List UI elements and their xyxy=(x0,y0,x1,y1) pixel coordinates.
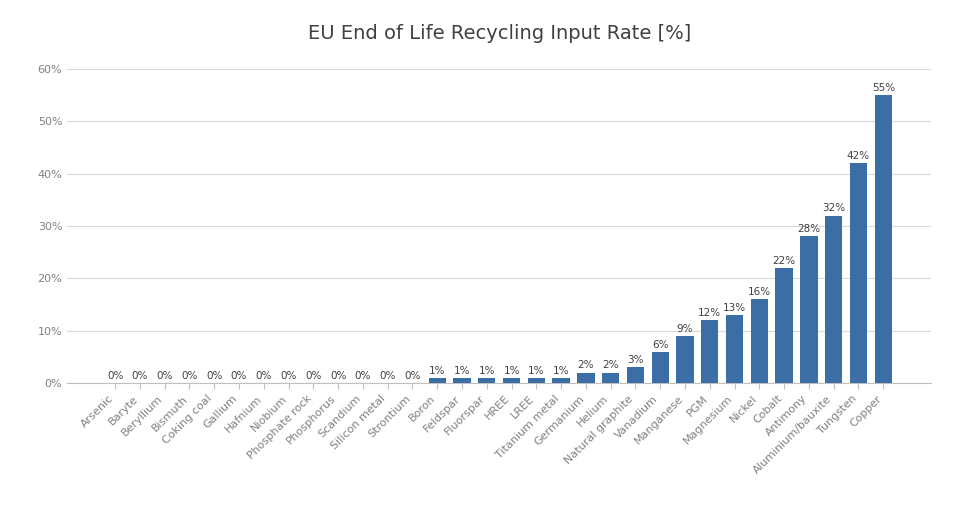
Bar xyxy=(627,367,644,383)
Text: 0%: 0% xyxy=(156,371,173,381)
Bar xyxy=(701,320,718,383)
Bar xyxy=(503,378,520,383)
Bar xyxy=(825,215,842,383)
Bar xyxy=(801,236,818,383)
Bar xyxy=(552,378,570,383)
Text: 42%: 42% xyxy=(847,151,870,161)
Text: 0%: 0% xyxy=(107,371,123,381)
Text: 0%: 0% xyxy=(404,371,420,381)
Text: 55%: 55% xyxy=(872,83,895,93)
Text: 22%: 22% xyxy=(773,256,796,266)
Text: 2%: 2% xyxy=(578,361,594,370)
Text: 16%: 16% xyxy=(748,287,771,297)
Text: 1%: 1% xyxy=(454,365,470,376)
Bar xyxy=(875,95,892,383)
Text: 0%: 0% xyxy=(280,371,297,381)
Bar xyxy=(602,372,619,383)
Bar xyxy=(528,378,545,383)
Text: 13%: 13% xyxy=(723,303,746,313)
Text: 28%: 28% xyxy=(798,225,821,235)
Bar xyxy=(428,378,446,383)
Bar xyxy=(478,378,495,383)
Text: 9%: 9% xyxy=(677,324,693,334)
Text: 12%: 12% xyxy=(698,308,721,318)
Text: 32%: 32% xyxy=(822,203,845,213)
Bar xyxy=(751,300,768,383)
Bar xyxy=(577,372,594,383)
Text: 3%: 3% xyxy=(627,355,644,365)
Text: 0%: 0% xyxy=(305,371,322,381)
Bar xyxy=(850,163,867,383)
Text: 2%: 2% xyxy=(603,361,619,370)
Text: 0%: 0% xyxy=(206,371,223,381)
Text: 0%: 0% xyxy=(255,371,272,381)
Bar xyxy=(677,336,694,383)
Text: 1%: 1% xyxy=(503,365,519,376)
Bar xyxy=(726,315,743,383)
Bar xyxy=(652,352,669,383)
Text: 0%: 0% xyxy=(230,371,248,381)
Text: 0%: 0% xyxy=(355,371,372,381)
Text: 6%: 6% xyxy=(652,339,668,350)
Text: 0%: 0% xyxy=(132,371,148,381)
Title: EU End of Life Recycling Input Rate [%]: EU End of Life Recycling Input Rate [%] xyxy=(307,24,691,43)
Text: 1%: 1% xyxy=(479,365,495,376)
Text: 1%: 1% xyxy=(553,365,569,376)
Text: 1%: 1% xyxy=(528,365,544,376)
Bar xyxy=(453,378,470,383)
Text: 1%: 1% xyxy=(429,365,445,376)
Text: 0%: 0% xyxy=(379,371,396,381)
Text: 0%: 0% xyxy=(330,371,347,381)
Bar xyxy=(776,268,793,383)
Text: 0%: 0% xyxy=(181,371,198,381)
